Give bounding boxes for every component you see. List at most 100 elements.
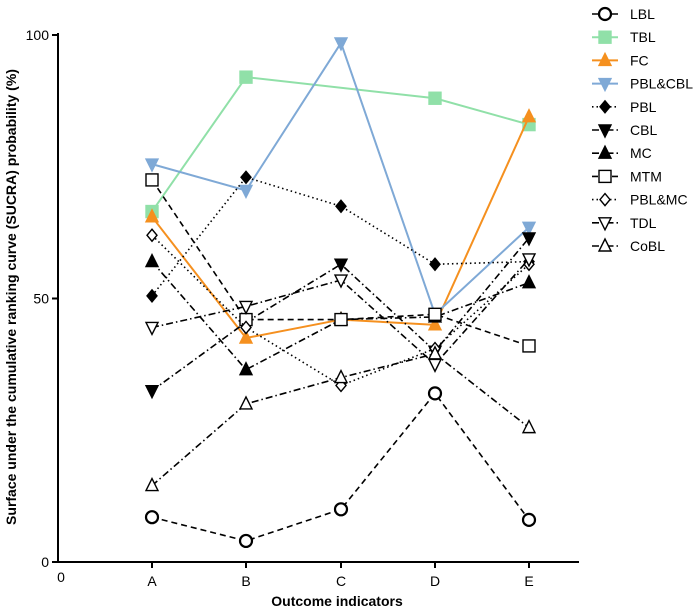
legend-item-cbl: CBL — [592, 122, 657, 139]
data-point-pbl — [146, 288, 158, 303]
legend-marker — [597, 217, 613, 232]
data-point-mc — [144, 253, 160, 268]
x-tick-label: C — [336, 573, 346, 589]
legend-label: FC — [630, 52, 649, 68]
legend-marker — [597, 237, 613, 252]
data-point-mtm — [522, 339, 536, 353]
data-point-pbl-mc — [240, 320, 252, 335]
y-ticks: 0 50 100 — [26, 27, 58, 570]
series-line-pbl-cbl — [151, 40, 530, 317]
series-line-lbl — [151, 392, 530, 542]
series-mtm — [145, 173, 536, 353]
legend-marker — [597, 144, 613, 159]
data-point-mtm — [145, 173, 159, 187]
y-tick-label: 50 — [33, 291, 49, 307]
data-point-lbl — [521, 512, 537, 527]
data-point-pbl — [429, 257, 441, 272]
data-point-cbl — [144, 385, 160, 400]
data-point-tdl — [144, 321, 160, 337]
legend-label: MTM — [630, 168, 662, 184]
legend-marker — [597, 51, 613, 67]
legend-marker — [598, 30, 612, 44]
data-point-pbl-cbl — [238, 184, 254, 200]
data-point-cbl — [333, 258, 349, 273]
legend: LBL TBL FC PBL&CBL PBL CBL MC MTM PBL&MC TDL CoBL — [592, 6, 693, 254]
x-tick-label: B — [241, 573, 250, 589]
legend-item-pbl-mc: PBL&MC — [592, 192, 688, 208]
data-point-cobl — [427, 345, 443, 360]
legend-label: TBL — [630, 29, 656, 45]
legend-item-cobl: CoBL — [592, 237, 665, 254]
data-point-cobl — [333, 368, 349, 384]
data-point-pbl — [240, 170, 252, 185]
data-point-mtm — [428, 307, 442, 322]
legend-marker — [598, 169, 612, 184]
legend-marker — [597, 6, 613, 22]
x-origin-label: 0 — [57, 569, 65, 585]
legend-item-mc: MC — [592, 144, 652, 161]
data-point-lbl — [144, 510, 160, 525]
y-tick-label: 100 — [26, 27, 50, 43]
data-point-mc — [238, 361, 254, 376]
legend-label: CBL — [630, 122, 657, 138]
data-point-lbl — [333, 502, 349, 517]
legend-item-tdl: TDL — [592, 215, 657, 232]
series-line-pbl-mc — [151, 234, 530, 387]
data-point-cobl — [238, 395, 254, 410]
data-point-cobl — [521, 419, 537, 434]
data-point-pbl — [335, 199, 347, 214]
data-point-pbl-cbl — [333, 37, 349, 52]
legend-item-mtm: MTM — [592, 168, 662, 184]
data-point-fc — [144, 208, 160, 223]
y-tick-label: 0 — [41, 554, 49, 570]
data-point-tbl — [428, 91, 442, 105]
data-point-pbl-cbl — [144, 158, 160, 173]
data-point-fc — [238, 329, 254, 344]
data-point-pbl-cbl — [521, 221, 537, 236]
series-pbl-mc — [146, 228, 535, 393]
data-point-tdl — [333, 274, 349, 289]
data-point-mc — [521, 274, 537, 289]
legend-item-pbl: PBL — [592, 99, 657, 115]
x-tick-label: A — [147, 573, 157, 589]
series-lbl — [144, 386, 537, 549]
series-cobl — [144, 345, 537, 492]
data-point-lbl — [238, 533, 254, 549]
series-tdl — [144, 253, 537, 373]
x-tick-label: D — [430, 573, 440, 589]
data-point-cobl — [144, 477, 160, 492]
x-ticks: A B C D E — [147, 562, 534, 589]
y-axis-title: Surface under the cumulative ranking cur… — [3, 69, 19, 525]
legend-marker — [599, 192, 611, 207]
legend-marker — [597, 77, 613, 93]
legend-item-lbl: LBL — [592, 6, 655, 22]
data-point-lbl — [427, 386, 443, 401]
data-point-tdl — [427, 358, 443, 373]
plot-area — [144, 37, 537, 549]
x-axis-title: Outcome indicators — [271, 593, 403, 609]
legend-label: PBL&CBL — [630, 76, 693, 92]
legend-label: PBL&MC — [630, 192, 688, 208]
legend-label: PBL — [630, 99, 657, 115]
data-point-pbl-mc — [146, 228, 158, 243]
series-line-pbl — [151, 176, 530, 297]
data-point-tdl — [521, 253, 537, 268]
legend-label: CoBL — [630, 238, 665, 254]
series-fc — [144, 108, 537, 344]
series-line-fc — [151, 116, 530, 340]
data-point-fc — [427, 316, 443, 331]
legend-item-tbl: TBL — [592, 29, 656, 45]
series-tbl — [145, 70, 536, 219]
data-point-mtm — [334, 312, 348, 327]
data-point-tbl — [239, 70, 253, 84]
legend-marker — [599, 99, 611, 114]
legend-label: MC — [630, 145, 652, 161]
series-line-tbl — [151, 76, 530, 213]
data-point-fc — [521, 108, 537, 123]
legend-item-pbl-cbl: PBL&CBL — [592, 76, 693, 93]
data-point-tdl — [238, 300, 254, 315]
legend-label: LBL — [630, 6, 655, 22]
data-point-cbl — [521, 232, 537, 247]
legend-item-fc: FC — [592, 51, 649, 68]
